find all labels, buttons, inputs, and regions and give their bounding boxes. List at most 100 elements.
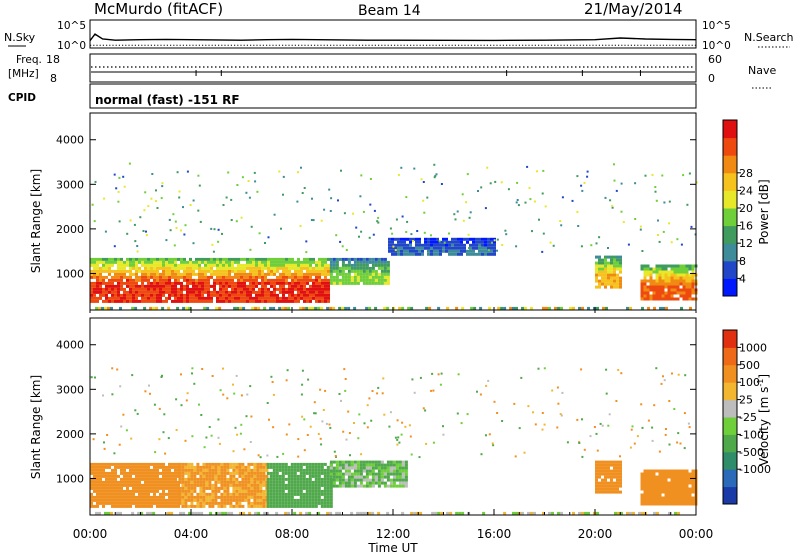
heatmap-cell	[177, 290, 180, 294]
heatmap-cell	[664, 297, 668, 301]
heatmap-cell	[374, 263, 378, 267]
heatmap-cell	[135, 468, 138, 472]
heatmap-cell	[190, 489, 194, 493]
heatmap-cell	[261, 299, 264, 303]
heatmap-cell	[93, 480, 96, 484]
heatmap-cell	[661, 496, 665, 500]
heatmap-cell	[607, 487, 610, 491]
heatmap-cell	[105, 501, 108, 505]
heatmap-cell	[688, 279, 692, 283]
heatmap-cell	[178, 492, 182, 496]
heatmap-cell	[181, 483, 185, 487]
heatmap-cell	[610, 258, 613, 262]
heatmap-cell	[685, 493, 689, 497]
heatmap-cell	[138, 257, 141, 261]
heatmap-cell	[338, 466, 342, 470]
heatmap-cell	[281, 462, 285, 466]
heatmap-cell	[217, 471, 221, 475]
heatmap-cell	[291, 263, 294, 267]
heatmap-cell	[226, 489, 230, 493]
heatmap-cell	[259, 501, 263, 505]
noise-right-label: N.Search	[744, 31, 794, 44]
heatmap-cell	[222, 296, 225, 300]
heatmap-cell	[685, 267, 689, 271]
heatmap-cell	[180, 229, 182, 232]
heatmap-cell	[153, 465, 156, 469]
heatmap-cell	[162, 465, 165, 469]
heatmap-cell	[226, 477, 230, 481]
heatmap-cell	[108, 263, 111, 267]
heatmap-cell	[90, 269, 93, 273]
heatmap-cell	[288, 284, 291, 288]
heatmap-cell	[129, 290, 132, 294]
heatmap-cell	[685, 490, 689, 494]
heatmap-cell	[189, 272, 192, 276]
heatmap-cell	[350, 484, 354, 488]
heatmap-cell	[138, 290, 141, 294]
heatmap-cell	[691, 490, 695, 494]
heatmap-cell	[205, 436, 208, 439]
heatmap-cell	[105, 465, 108, 469]
heatmap-cell	[649, 478, 653, 482]
heatmap-cell	[338, 484, 342, 488]
heatmap-cell	[269, 306, 273, 310]
heatmap-cell	[420, 178, 423, 181]
heatmap-cell	[204, 272, 207, 276]
heatmap-cell	[231, 299, 234, 303]
heatmap-cell	[272, 306, 276, 310]
heatmap-cell	[156, 284, 159, 288]
heatmap-cell	[159, 477, 162, 481]
heatmap-cell	[409, 243, 412, 247]
heatmap-cell	[281, 306, 285, 310]
heatmap-cell	[174, 293, 177, 297]
heatmap-cell	[380, 281, 384, 285]
heatmap-cell	[335, 472, 339, 476]
heatmap-cell	[383, 472, 387, 476]
heatmap-cell	[308, 462, 312, 466]
heatmap-cell	[153, 278, 156, 282]
heatmap-cell	[272, 474, 276, 478]
heatmap-cell	[96, 281, 99, 285]
heatmap-cell	[646, 297, 650, 301]
heatmap-cell	[640, 493, 644, 497]
heatmap-cell	[383, 413, 386, 416]
heatmap-cell	[282, 296, 285, 300]
heatmap-cell	[96, 474, 99, 478]
heatmap-cell	[123, 269, 126, 273]
heatmap-cell	[129, 293, 132, 297]
heatmap-cell	[338, 511, 342, 515]
heatmap-cell	[178, 468, 182, 472]
heatmap-cell	[362, 257, 366, 261]
heatmap-cell	[626, 511, 629, 515]
heatmap-cell	[102, 504, 105, 508]
heatmap-cell	[293, 465, 297, 469]
heatmap-cell	[282, 269, 285, 273]
heatmap-cell	[259, 474, 263, 478]
heatmap-cell	[415, 243, 418, 247]
heatmap-cell	[196, 495, 200, 499]
heatmap-cell	[217, 477, 221, 481]
heatmap-cell	[405, 196, 408, 199]
y-tick-label: 2000	[56, 428, 84, 441]
power-colorbar-tick-label: 28	[739, 167, 753, 180]
heatmap-cell	[162, 468, 165, 472]
heatmap-cell	[177, 266, 180, 270]
heatmap-cell	[243, 257, 246, 261]
heatmap-cell	[664, 502, 668, 506]
heatmap-cell	[691, 282, 695, 286]
heatmap-cell	[655, 294, 659, 298]
heatmap-cell	[326, 495, 330, 499]
heatmap-cell	[222, 290, 225, 294]
heatmap-cell	[401, 472, 405, 476]
heatmap-cell	[171, 269, 174, 273]
heatmap-cell	[241, 480, 245, 484]
heatmap-cell	[159, 483, 162, 487]
heatmap-cell	[105, 299, 108, 303]
heatmap-cell	[213, 272, 216, 276]
heatmap-cell	[183, 275, 186, 279]
heatmap-cell	[306, 290, 309, 294]
heatmap-cell	[460, 249, 463, 253]
heatmap-cell	[424, 409, 427, 412]
heatmap-cell	[192, 242, 195, 245]
heatmap-cell	[691, 264, 695, 268]
